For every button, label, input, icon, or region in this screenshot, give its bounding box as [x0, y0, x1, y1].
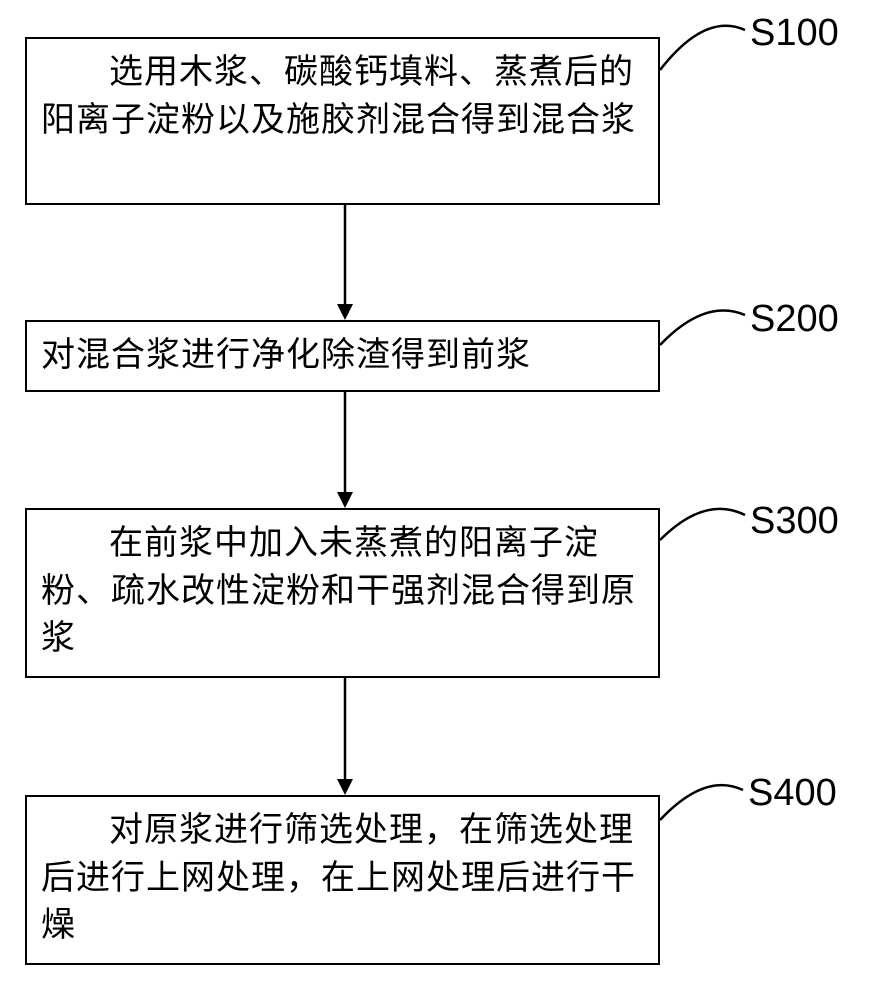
step-text-s100: 选用木浆、碳酸钙填料、蒸煮后的阳离子淀粉以及施胶剂混合得到混合浆 [41, 49, 644, 144]
step-box-s300: 在前浆中加入未蒸煮的阳离子淀粉、疏水改性淀粉和干强剂混合得到原浆 [25, 508, 660, 678]
step-box-s200: 对混合浆进行净化除渣得到前浆 [25, 320, 660, 392]
step-label-s300: S300 [750, 500, 839, 543]
step-text-s200: 对混合浆进行净化除渣得到前浆 [41, 332, 644, 380]
step-text-s400: 对原浆进行筛选处理，在筛选处理后进行上网处理，在上网处理后进行干燥 [41, 807, 644, 950]
step-label-s400: S400 [748, 772, 837, 815]
step-text-s300: 在前浆中加入未蒸煮的阳离子淀粉、疏水改性淀粉和干强剂混合得到原浆 [41, 520, 644, 663]
flowchart-canvas: 选用木浆、碳酸钙填料、蒸煮后的阳离子淀粉以及施胶剂混合得到混合浆 S100 对混… [0, 0, 875, 1000]
step-box-s400: 对原浆进行筛选处理，在筛选处理后进行上网处理，在上网处理后进行干燥 [25, 795, 660, 965]
step-box-s100: 选用木浆、碳酸钙填料、蒸煮后的阳离子淀粉以及施胶剂混合得到混合浆 [25, 37, 660, 205]
step-label-s200: S200 [750, 298, 839, 341]
step-label-s100: S100 [750, 12, 839, 55]
